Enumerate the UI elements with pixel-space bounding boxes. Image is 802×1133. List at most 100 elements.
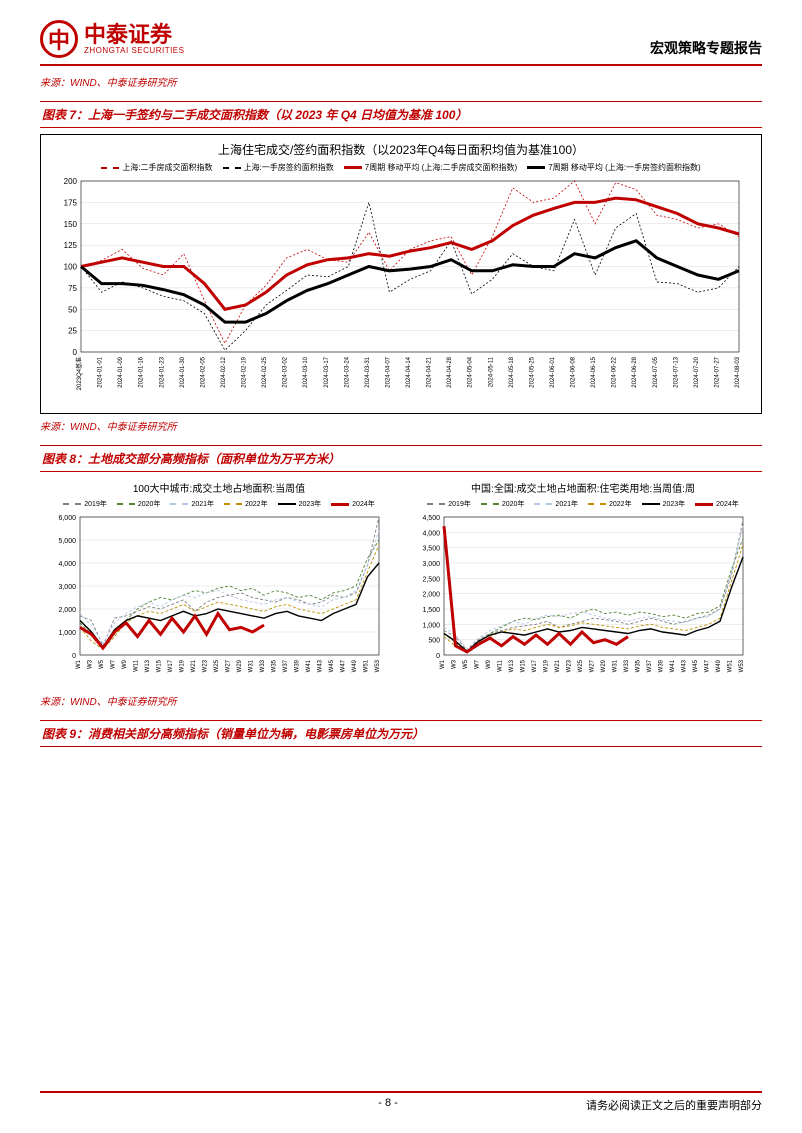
svg-text:0: 0 xyxy=(72,653,76,660)
svg-text:1,000: 1,000 xyxy=(422,622,440,629)
page-header: 中 中泰证券 ZHONGTAI SECURITIES 宏观策略专题报告 xyxy=(40,20,762,66)
legend-label: 2021年 xyxy=(191,499,214,509)
svg-text:W35: W35 xyxy=(272,659,278,672)
svg-text:6,000: 6,000 xyxy=(58,515,76,522)
svg-text:W47: W47 xyxy=(341,659,347,672)
svg-text:W43: W43 xyxy=(318,659,324,672)
svg-text:W3: W3 xyxy=(452,659,458,669)
svg-text:2024-06-15: 2024-06-15 xyxy=(591,356,597,387)
svg-text:2024-06-08: 2024-06-08 xyxy=(571,356,577,387)
legend-swatch-icon xyxy=(695,503,713,506)
fig7-chart-title: 上海住宅成交/签约面积指数（以2023年Q4每日面积均值为基准100） xyxy=(47,141,755,158)
svg-text:W19: W19 xyxy=(180,659,186,672)
svg-text:2024-02-25: 2024-02-25 xyxy=(262,356,268,387)
fig8-left-title: 100大中城市:成交土地占地面积:当周值 xyxy=(42,480,396,495)
svg-text:W39: W39 xyxy=(659,659,665,672)
logo-text: 中泰证券 ZHONGTAI SECURITIES xyxy=(84,23,184,56)
svg-text:W35: W35 xyxy=(636,659,642,672)
svg-text:175: 175 xyxy=(64,198,78,207)
svg-text:2024-03-02: 2024-03-02 xyxy=(283,356,289,387)
svg-text:W53: W53 xyxy=(375,659,381,672)
svg-text:2024-02-19: 2024-02-19 xyxy=(242,356,248,387)
svg-text:W25: W25 xyxy=(214,659,220,672)
svg-text:W33: W33 xyxy=(260,659,266,672)
legend-item: 2020年 xyxy=(481,499,525,509)
legend-item: 2023年 xyxy=(278,499,322,509)
legend-swatch-icon xyxy=(481,503,499,505)
svg-text:W31: W31 xyxy=(249,659,255,672)
svg-text:W45: W45 xyxy=(329,659,335,672)
svg-text:W49: W49 xyxy=(716,659,722,672)
page-number: - 8 - xyxy=(190,1097,586,1113)
svg-text:2024-01-09: 2024-01-09 xyxy=(118,356,124,387)
svg-text:200: 200 xyxy=(64,177,78,186)
svg-text:2024-01-16: 2024-01-16 xyxy=(139,356,145,387)
svg-text:2024-05-25: 2024-05-25 xyxy=(529,356,535,387)
svg-text:W19: W19 xyxy=(544,659,550,672)
svg-text:W43: W43 xyxy=(682,659,688,672)
legend-label: 2020年 xyxy=(138,499,161,509)
fig8-left-chart: 100大中城市:成交土地占地面积:当周值 2019年2020年2021年2022… xyxy=(40,478,398,685)
legend-item: 2019年 xyxy=(427,499,471,509)
legend-label: 2024年 xyxy=(352,499,375,509)
svg-text:W13: W13 xyxy=(509,659,515,672)
svg-text:W37: W37 xyxy=(647,659,653,672)
svg-text:2024-06-22: 2024-06-22 xyxy=(612,356,618,387)
svg-text:2024-01-23: 2024-01-23 xyxy=(159,356,165,387)
legend-label: 7周期 移动平均 (上海:一手房签约面积指数) xyxy=(548,162,700,173)
svg-text:25: 25 xyxy=(68,327,77,336)
svg-text:2024-04-28: 2024-04-28 xyxy=(447,356,453,387)
svg-text:W41: W41 xyxy=(670,659,676,672)
svg-text:2024-07-05: 2024-07-05 xyxy=(653,356,659,387)
svg-text:W9: W9 xyxy=(122,659,128,669)
svg-text:1,000: 1,000 xyxy=(58,630,76,637)
report-title: 宏观策略专题报告 xyxy=(650,38,762,58)
legend-label: 2023年 xyxy=(663,499,686,509)
svg-text:W5: W5 xyxy=(99,659,105,669)
svg-text:W29: W29 xyxy=(237,659,243,672)
page-footer: - 8 - 请务必阅读正文之后的重要声明部分 xyxy=(40,1091,762,1113)
logo-en-text: ZHONGTAI SECURITIES xyxy=(84,47,184,56)
legend-item: 2024年 xyxy=(695,499,739,509)
svg-text:4,500: 4,500 xyxy=(422,515,440,522)
legend-label: 上海:二手房成交面积指数 xyxy=(122,162,212,173)
svg-text:W7: W7 xyxy=(111,659,117,669)
svg-text:W53: W53 xyxy=(739,659,745,672)
svg-text:2024-07-27: 2024-07-27 xyxy=(714,356,720,387)
fig8-row: 100大中城市:成交土地占地面积:当周值 2019年 2020年 2021年 2022… xyxy=(40,478,762,689)
svg-text:W51: W51 xyxy=(728,659,734,672)
footer-disclaimer: 请务必阅读正文之后的重要声明部分 xyxy=(586,1097,762,1113)
svg-text:W51: W51 xyxy=(364,659,370,672)
svg-text:4,000: 4,000 xyxy=(58,561,76,568)
svg-text:W33: W33 xyxy=(624,659,630,672)
svg-text:W23: W23 xyxy=(567,659,573,672)
svg-text:W11: W11 xyxy=(498,659,504,672)
legend-swatch-icon xyxy=(101,167,119,169)
svg-text:W5: W5 xyxy=(463,659,469,669)
svg-text:W15: W15 xyxy=(521,659,527,672)
svg-text:W37: W37 xyxy=(283,659,289,672)
svg-text:2024-04-14: 2024-04-14 xyxy=(406,356,412,387)
fig7-legend: 上海:二手房成交面积指数上海:一手房签约面积指数7周期 移动平均 (上海:二手房… xyxy=(47,162,755,173)
fig9-caption: 图表 9：消费相关部分高频指标（销量单位为辆，电影票房单位为万元） xyxy=(40,720,762,747)
svg-text:5,000: 5,000 xyxy=(58,538,76,545)
svg-text:2024-03-10: 2024-03-10 xyxy=(303,356,309,387)
legend-swatch-icon xyxy=(224,503,242,505)
svg-text:2024-05-11: 2024-05-11 xyxy=(488,356,494,387)
svg-text:W23: W23 xyxy=(203,659,209,672)
svg-text:125: 125 xyxy=(64,241,78,250)
svg-text:0: 0 xyxy=(436,653,440,660)
source-note-fig8: 来源：WIND、中泰证券研究所 xyxy=(40,693,762,708)
svg-text:W21: W21 xyxy=(555,659,561,672)
svg-text:150: 150 xyxy=(64,220,78,229)
svg-text:W27: W27 xyxy=(226,659,232,672)
fig8-caption: 图表 8：土地成交部分高频指标（面积单位为万平方米） xyxy=(40,445,762,472)
svg-text:50: 50 xyxy=(68,305,77,314)
legend-item: 2023年 xyxy=(642,499,686,509)
legend-item: 2024年 xyxy=(331,499,375,509)
legend-item: 2022年 xyxy=(588,499,632,509)
svg-text:W13: W13 xyxy=(145,659,151,672)
svg-text:W39: W39 xyxy=(295,659,301,672)
svg-text:2024-03-17: 2024-03-17 xyxy=(324,356,330,387)
fig7-chart: 上海住宅成交/签约面积指数（以2023年Q4每日面积均值为基准100） 上海:二… xyxy=(40,134,762,414)
